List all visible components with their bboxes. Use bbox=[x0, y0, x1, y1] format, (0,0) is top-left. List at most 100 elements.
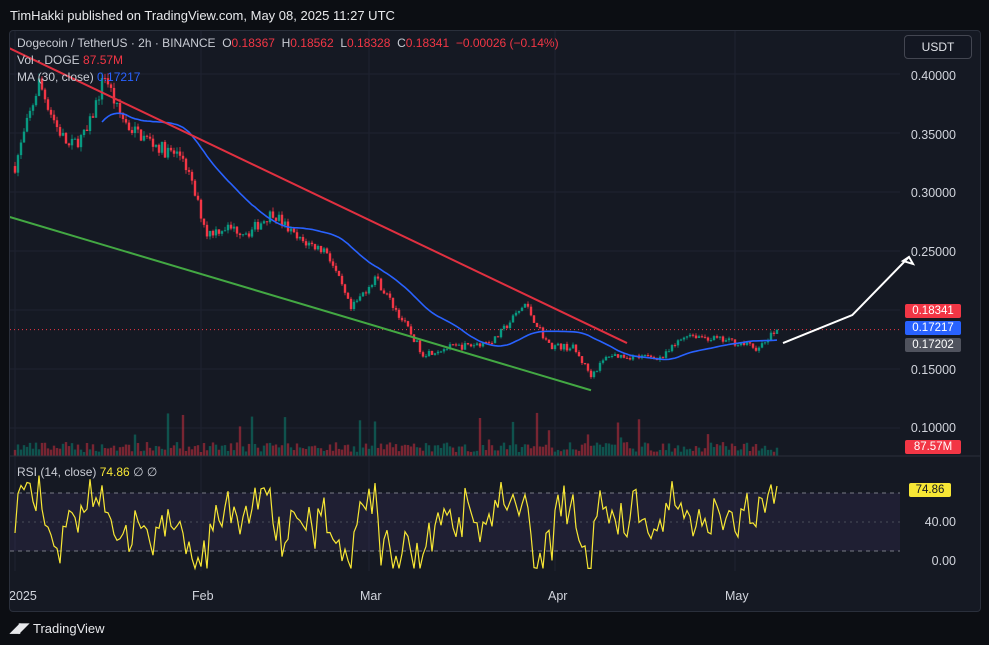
volume-bar bbox=[601, 446, 605, 456]
candle-body bbox=[709, 340, 713, 342]
candle-body bbox=[379, 278, 383, 291]
candle-body bbox=[97, 99, 101, 101]
footer-brand[interactable]: ◢◤ TradingView bbox=[10, 620, 105, 636]
candle-body bbox=[25, 117, 29, 132]
volume-bar bbox=[43, 442, 47, 456]
volume-bar bbox=[307, 446, 311, 456]
candle-body bbox=[253, 221, 257, 230]
time-tick: May bbox=[725, 589, 749, 603]
candle-body bbox=[337, 270, 341, 276]
candle-body bbox=[301, 237, 305, 242]
candle-body bbox=[745, 342, 749, 345]
volume-bar bbox=[523, 444, 527, 456]
volume-bar bbox=[538, 446, 542, 456]
candle-body bbox=[175, 151, 179, 154]
volume-bar bbox=[673, 448, 677, 456]
candle-body bbox=[508, 322, 512, 329]
candle-body bbox=[442, 349, 446, 352]
chart-frame[interactable]: Dogecoin / TetherUS · 2h · BINANCE O0.18… bbox=[9, 30, 981, 612]
volume-bar bbox=[280, 445, 284, 456]
candle-body bbox=[106, 78, 110, 85]
ma-legend[interactable]: MA (30, close) 0.17217 bbox=[17, 70, 140, 84]
candle-body bbox=[604, 356, 608, 361]
candle-body bbox=[646, 355, 650, 357]
volume-bar bbox=[91, 444, 95, 456]
volume-bar bbox=[472, 451, 476, 456]
volume-bar bbox=[235, 442, 239, 456]
candle-body bbox=[313, 244, 317, 250]
volume-bar bbox=[448, 446, 452, 456]
volume-bar bbox=[418, 447, 422, 456]
volume-bar bbox=[388, 442, 392, 456]
candle-body bbox=[19, 142, 23, 156]
volume-bar bbox=[289, 447, 293, 456]
volume-bar bbox=[61, 443, 65, 456]
volume-bar bbox=[211, 442, 215, 456]
close-price-badge: 0.18341 bbox=[905, 304, 961, 318]
candle-body bbox=[499, 328, 503, 338]
candle-body bbox=[373, 276, 377, 286]
volume-bar bbox=[343, 445, 347, 456]
candle-body bbox=[502, 325, 506, 329]
candle-body bbox=[736, 345, 740, 347]
currency-button[interactable]: USDT bbox=[904, 35, 972, 59]
candle-body bbox=[598, 362, 602, 371]
volume-bar bbox=[469, 451, 473, 456]
volume-bar bbox=[427, 445, 431, 456]
volume-bar bbox=[67, 446, 71, 456]
candle-body bbox=[187, 170, 191, 172]
volume-bar bbox=[595, 442, 599, 456]
candle-body bbox=[127, 122, 131, 131]
volume-bar bbox=[205, 450, 209, 456]
volume-bar bbox=[199, 451, 203, 456]
volume-bar bbox=[727, 449, 731, 456]
candle-body bbox=[610, 355, 614, 357]
volume-bar bbox=[214, 444, 218, 456]
candle-body bbox=[715, 336, 719, 338]
candle-body bbox=[148, 136, 152, 139]
candle-body bbox=[577, 352, 581, 357]
candle-body bbox=[532, 315, 536, 323]
candle-body bbox=[544, 338, 548, 340]
price-tick: 0.35000 bbox=[910, 128, 956, 142]
candle-body bbox=[478, 343, 482, 347]
volume-bar bbox=[100, 444, 104, 456]
candle-body bbox=[505, 325, 509, 329]
volume-bar bbox=[571, 449, 575, 456]
candle-body bbox=[298, 237, 302, 239]
time-tick: Feb bbox=[192, 589, 214, 603]
volume-bar bbox=[178, 448, 182, 456]
candle-body bbox=[130, 130, 134, 134]
rsi-badge: 74.86 bbox=[909, 483, 951, 497]
chart-canvas[interactable] bbox=[10, 31, 980, 611]
candle-body bbox=[265, 221, 269, 223]
candle-body bbox=[292, 228, 296, 233]
volume-bar bbox=[37, 449, 41, 456]
candle-body bbox=[547, 339, 551, 343]
rsi-legend[interactable]: RSI (14, close) 74.86 ∅ ∅ bbox=[17, 465, 157, 479]
volume-bar bbox=[229, 443, 233, 456]
candle-body bbox=[346, 292, 350, 299]
volume-bar bbox=[763, 445, 767, 456]
volume-badge: 87.57M bbox=[905, 440, 961, 454]
volume-bar bbox=[46, 448, 50, 456]
volume-bar bbox=[208, 446, 212, 456]
candle-body bbox=[448, 344, 452, 349]
candle-body bbox=[208, 230, 212, 237]
volume-bar bbox=[610, 444, 614, 456]
volume-bar bbox=[772, 451, 776, 456]
candle-body bbox=[241, 234, 245, 236]
volume-bar bbox=[541, 446, 545, 456]
close-value: 0.18341 bbox=[405, 36, 450, 50]
symbol-legend[interactable]: Dogecoin / TetherUS · 2h · BINANCE O0.18… bbox=[17, 36, 559, 50]
volume-bar bbox=[583, 443, 587, 456]
volume-bar bbox=[358, 420, 362, 456]
candle-body bbox=[493, 336, 497, 344]
candle-body bbox=[16, 155, 20, 173]
volume-bar bbox=[730, 443, 734, 456]
candle-body bbox=[601, 360, 605, 363]
volume-legend[interactable]: Vol · DOGE 87.57M bbox=[17, 53, 123, 67]
volume-bar bbox=[481, 444, 485, 456]
candle-body bbox=[217, 229, 221, 234]
volume-bar bbox=[34, 442, 38, 456]
